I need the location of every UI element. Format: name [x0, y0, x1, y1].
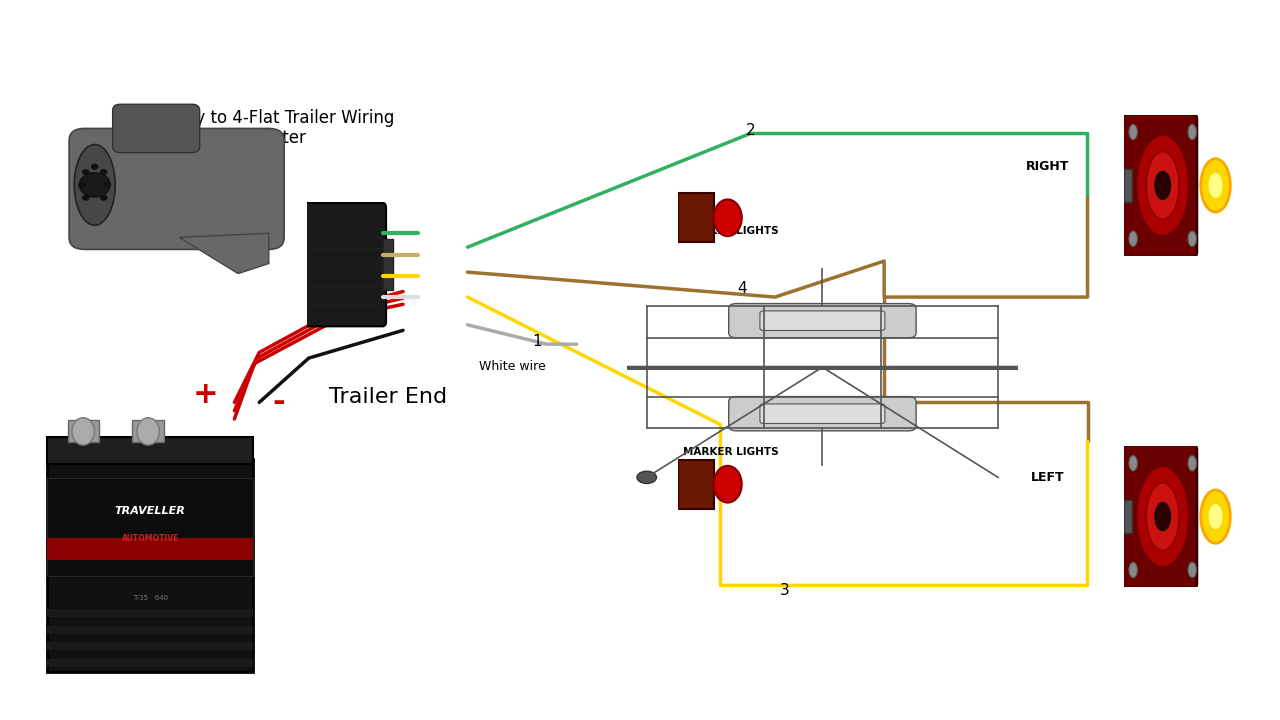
Text: RIGHT: RIGHT: [1027, 161, 1070, 174]
Bar: [678, 194, 714, 242]
Circle shape: [1129, 456, 1138, 471]
Bar: [47, 626, 253, 634]
Circle shape: [82, 194, 90, 201]
Text: Trailer End: Trailer End: [329, 387, 447, 407]
FancyBboxPatch shape: [760, 311, 884, 330]
Bar: [47, 437, 253, 464]
Circle shape: [78, 182, 86, 188]
Circle shape: [637, 471, 657, 484]
FancyBboxPatch shape: [1123, 114, 1197, 257]
Circle shape: [714, 466, 742, 503]
Text: +: +: [193, 379, 219, 408]
Text: 4: 4: [737, 282, 748, 296]
Circle shape: [104, 182, 111, 188]
Text: 2: 2: [745, 123, 755, 138]
Circle shape: [1208, 504, 1222, 529]
Text: MARKER LIGHTS: MARKER LIGHTS: [682, 447, 778, 457]
Circle shape: [1129, 562, 1138, 577]
FancyBboxPatch shape: [760, 404, 884, 423]
Bar: [1124, 168, 1132, 202]
FancyBboxPatch shape: [728, 397, 916, 431]
Bar: [383, 239, 393, 289]
Text: LEFT: LEFT: [1030, 471, 1065, 484]
FancyBboxPatch shape: [728, 304, 916, 338]
FancyBboxPatch shape: [113, 104, 200, 153]
Circle shape: [82, 169, 90, 175]
Circle shape: [1188, 125, 1197, 140]
Text: 3: 3: [780, 583, 790, 598]
Ellipse shape: [1137, 135, 1189, 236]
Text: 1: 1: [532, 334, 541, 349]
Circle shape: [1155, 503, 1170, 531]
Bar: [1124, 500, 1132, 534]
Circle shape: [1155, 171, 1170, 199]
Circle shape: [714, 199, 742, 236]
Ellipse shape: [1147, 483, 1179, 550]
Circle shape: [1188, 456, 1197, 471]
Circle shape: [1129, 125, 1138, 140]
Circle shape: [1129, 231, 1138, 246]
Bar: [133, 420, 164, 442]
Circle shape: [91, 163, 99, 170]
Bar: [47, 478, 253, 577]
Ellipse shape: [74, 145, 115, 225]
FancyBboxPatch shape: [1123, 445, 1197, 588]
Circle shape: [1208, 173, 1222, 198]
Text: MARKER LIGHTS: MARKER LIGHTS: [682, 225, 778, 235]
Bar: [47, 609, 253, 618]
Circle shape: [100, 169, 108, 175]
Bar: [627, 366, 1025, 369]
Text: White wire: White wire: [479, 360, 545, 373]
Text: T-35   640: T-35 640: [133, 595, 168, 601]
FancyBboxPatch shape: [303, 203, 387, 326]
Bar: [68, 420, 99, 442]
Circle shape: [137, 418, 160, 445]
Circle shape: [79, 173, 110, 197]
Text: -: -: [273, 388, 285, 417]
Circle shape: [1201, 158, 1230, 212]
Bar: [47, 459, 253, 672]
Circle shape: [72, 418, 95, 445]
Bar: [47, 538, 253, 560]
Bar: [678, 460, 714, 508]
Ellipse shape: [1147, 152, 1179, 219]
Circle shape: [1188, 562, 1197, 577]
Text: 7-Way to 4-Flat Trailer Wiring
Adapter: 7-Way to 4-Flat Trailer Wiring Adapter: [154, 109, 394, 148]
Circle shape: [1201, 490, 1230, 544]
FancyBboxPatch shape: [69, 128, 284, 249]
Polygon shape: [179, 233, 269, 274]
Bar: [47, 642, 253, 650]
Text: AUTOMOTIVE: AUTOMOTIVE: [122, 534, 179, 543]
Circle shape: [1188, 231, 1197, 246]
Text: TRAVELLER: TRAVELLER: [115, 505, 186, 516]
Bar: [47, 659, 253, 667]
Ellipse shape: [1137, 466, 1189, 567]
Circle shape: [100, 194, 108, 201]
